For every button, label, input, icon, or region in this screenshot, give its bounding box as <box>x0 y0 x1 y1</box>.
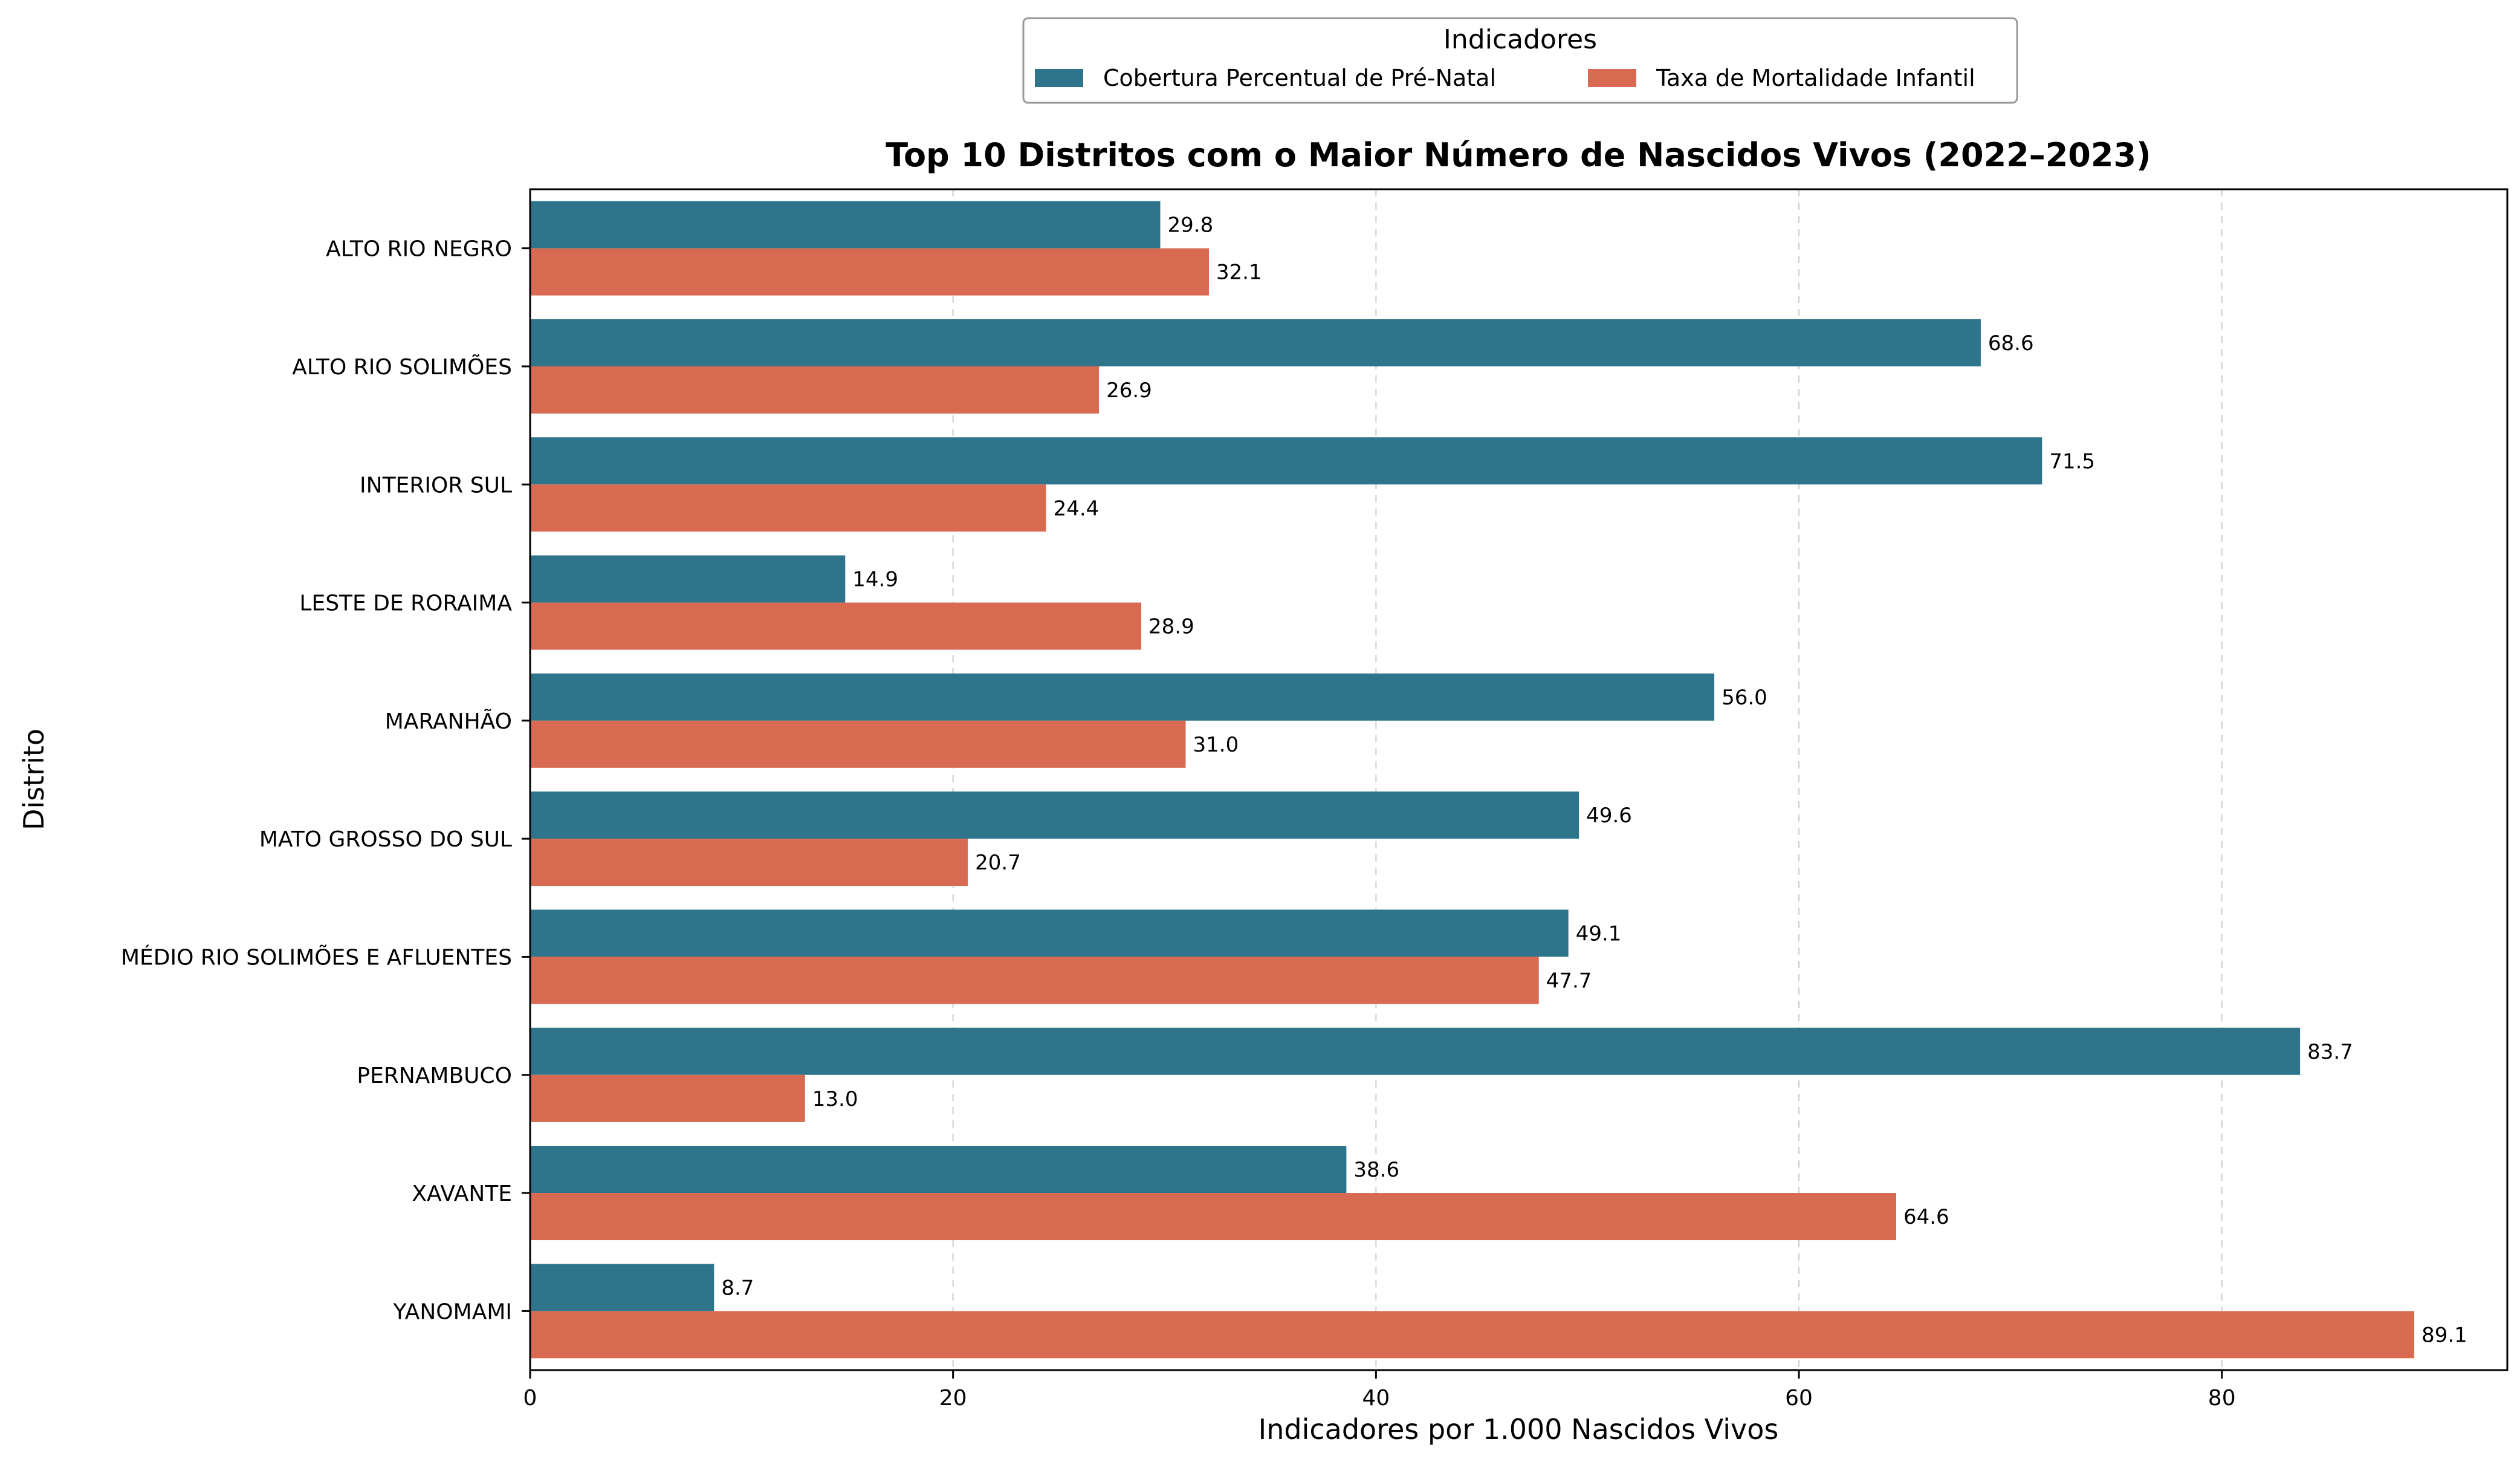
data-label: 24.4 <box>1054 496 1100 521</box>
bar-prenatal <box>530 555 846 603</box>
data-label: 68.6 <box>1988 331 2034 356</box>
y-tick-label: XAVANTE <box>412 1181 512 1206</box>
data-label: 13.0 <box>812 1087 858 1111</box>
bar-prenatal <box>530 791 1579 839</box>
bar-mortalidade <box>530 1311 2415 1359</box>
plot-frame <box>529 188 2509 1371</box>
x-tick-label: 40 <box>1362 1386 1390 1411</box>
y-tick-label: ALTO RIO SOLIMÕES <box>292 354 512 380</box>
bar-mortalidade <box>530 1193 1896 1241</box>
bar-mortalidade <box>530 484 1046 532</box>
y-tick-label: MARANHÃO <box>385 709 512 734</box>
data-labels: 29.832.1 68.6 26.9 71.5 24.4 14.9 28.9 56.0 31.0… <box>721 213 2467 1348</box>
bar-prenatal <box>530 1027 2301 1075</box>
data-label: 8.7 <box>721 1276 754 1300</box>
legend-label-mortalidade: Taxa de Mortalidade Infantil <box>1656 65 1975 91</box>
data-label: 49.6 <box>1586 804 1632 828</box>
x-tick-label: 20 <box>939 1386 967 1411</box>
bar-mortalidade <box>530 1074 805 1122</box>
bar-prenatal <box>530 201 1161 249</box>
data-label: 89.1 <box>2421 1323 2467 1347</box>
x-tick-label: 0 <box>523 1386 537 1411</box>
legend-swatch-prenatal <box>1035 69 1083 87</box>
data-label: 32.1 <box>1216 261 1262 285</box>
bar-prenatal <box>530 1264 714 1311</box>
y-tick-label: LESTE DE RORAIMA <box>299 591 512 616</box>
bar-mortalidade <box>530 248 1209 296</box>
bar-mortalidade <box>530 957 1539 1004</box>
bar-prenatal <box>530 319 1981 366</box>
legend-swatch-mortalidade <box>1588 69 1636 87</box>
y-tick-label: MATO GROSSO DO SUL <box>259 827 512 852</box>
data-label: 26.9 <box>1106 378 1152 403</box>
legend-box <box>1022 17 2018 104</box>
data-label: 56.0 <box>1722 686 1767 710</box>
bar-prenatal <box>530 437 2042 485</box>
data-label: 20.7 <box>975 851 1021 875</box>
data-label: 28.9 <box>1148 615 1194 639</box>
data-label: 14.9 <box>852 568 898 592</box>
x-axis: 0 20 40 60 80 <box>523 1370 2236 1411</box>
data-label: 83.7 <box>2307 1040 2353 1064</box>
x-axis-title: Indicadores por 1.000 Nascidos Vivos <box>1258 1413 1779 1446</box>
bar-prenatal <box>530 1146 1347 1194</box>
bar-mortalidade <box>530 720 1186 768</box>
bar-mortalidade <box>530 366 1100 414</box>
data-label: 38.6 <box>1353 1158 1399 1182</box>
bar-prenatal <box>530 909 1569 957</box>
data-label: 49.1 <box>1576 921 1622 946</box>
bar-mortalidade <box>530 839 968 886</box>
y-axis-title: Distrito <box>18 729 50 830</box>
data-label: 71.5 <box>2049 449 2095 473</box>
data-label: 29.8 <box>1168 213 1214 238</box>
bar-prenatal <box>530 673 1715 721</box>
y-tick-label: MÉDIO RIO SOLIMÕES E AFLUENTES <box>121 944 512 970</box>
legend: Indicadores Cobertura Percentual de Pré-… <box>1022 17 2018 104</box>
data-label: 47.7 <box>1546 969 1592 993</box>
legend-label-prenatal: Cobertura Percentual de Pré-Natal <box>1103 65 1496 91</box>
y-tick-label: ALTO RIO NEGRO <box>326 237 512 262</box>
chart-title: Top 10 Distritos com o Maior Número de N… <box>886 136 2151 174</box>
y-axis: ALTO RIO NEGRO ALTO RIO SOLIMÕES INTERIOR … <box>121 237 530 1324</box>
data-label: 31.0 <box>1193 733 1239 757</box>
y-tick-label: INTERIOR SUL <box>360 473 512 498</box>
bar-mortalidade <box>530 602 1142 650</box>
y-tick-label: YANOMAMI <box>393 1299 512 1324</box>
data-label: 64.6 <box>1903 1205 1949 1229</box>
legend-title: Indicadores <box>1443 24 1597 55</box>
x-tick-label: 60 <box>1785 1386 1813 1411</box>
x-tick-label: 80 <box>2208 1386 2236 1411</box>
bars <box>530 201 2415 1359</box>
y-tick-label: PERNAMBUCO <box>357 1064 512 1088</box>
